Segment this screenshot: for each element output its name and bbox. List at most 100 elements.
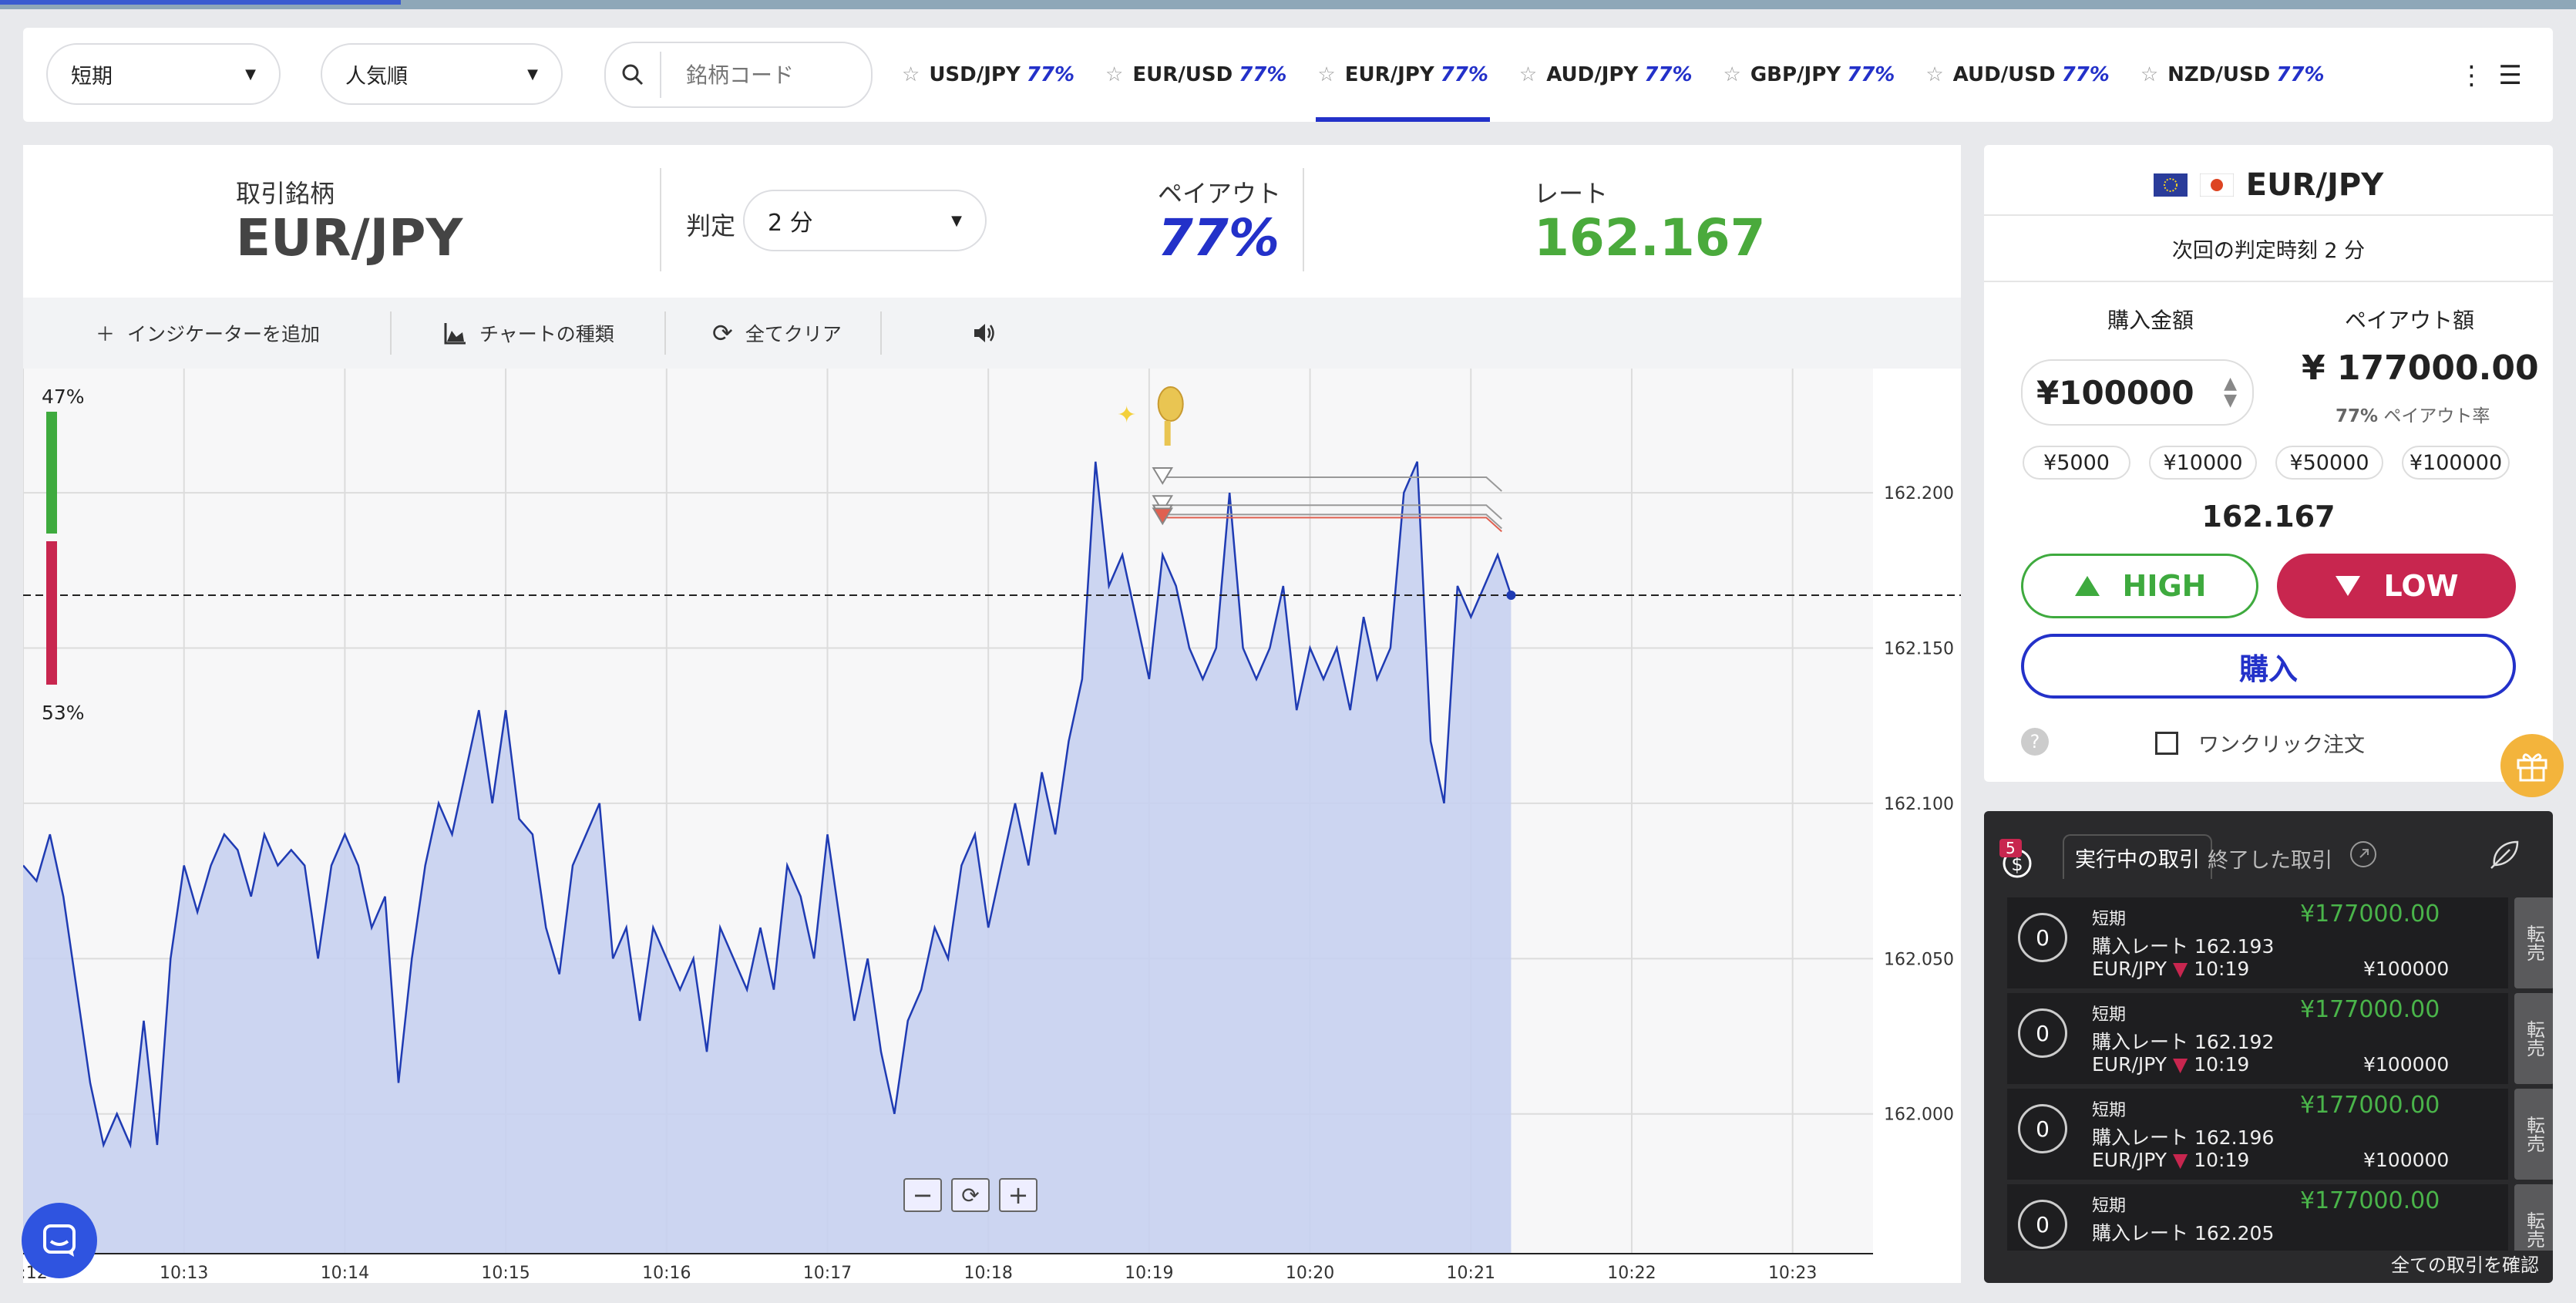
payout-amount-label: ペイアウト額	[2345, 308, 2475, 333]
resell-button[interactable]: 転売	[2514, 1089, 2553, 1180]
asset-tab-symbol: EUR/USD	[1132, 63, 1233, 86]
one-click-label: ワンクリック注文	[2198, 733, 2365, 757]
trade-rate-line: 購入レート 162.192	[2092, 1027, 2274, 1055]
chat-button[interactable]	[22, 1203, 97, 1278]
zoom-out-button[interactable]: −	[903, 1178, 942, 1212]
asset-tab-symbol: USD/JPY	[929, 63, 1021, 86]
term-select[interactable]: 短期 ▼	[46, 43, 281, 105]
asset-tab-usd-jpy[interactable]: ☆ USD/JPY 77%	[886, 28, 1090, 122]
menu-controls: ⋮ ☰	[2459, 60, 2522, 91]
search-icon	[606, 52, 661, 98]
asset-tab-gbp-jpy[interactable]: ☆ GBP/JPY 77%	[1708, 28, 1911, 122]
gift-icon	[2517, 753, 2547, 782]
one-click-order[interactable]: ワンクリック注文	[2155, 728, 2365, 758]
price-chart-svg[interactable]: 10:1210:1310:1410:1510:1610:1710:1810:19…	[0, 369, 1961, 1283]
trade-rate: 162.196	[2194, 1126, 2275, 1149]
more-vertical-icon[interactable]: ⋮	[2458, 60, 2485, 91]
trade-term: 短期	[2092, 1101, 2127, 1120]
next-judge-time: 次回の判定時刻 2 分	[2171, 238, 2366, 263]
judge-time-select[interactable]: 2 分 ▼	[743, 190, 987, 251]
chart-type-button[interactable]: チャートの種類	[444, 298, 614, 369]
trade-term: 短期	[2092, 910, 2127, 929]
resell-button[interactable]: 転売	[2514, 897, 2553, 988]
symbol-label: 取引銘柄	[236, 179, 335, 208]
asset-tab-eur-usd[interactable]: ☆ EUR/USD 77%	[1090, 28, 1302, 122]
tab-closed-trades[interactable]: 終了した取引	[2208, 849, 2332, 873]
trade-symbol-line: EUR/JPY ▼ 10:19	[2092, 1149, 2249, 1171]
resell-button[interactable]: 転売	[2514, 1184, 2553, 1251]
symbol-search[interactable]	[604, 42, 873, 108]
one-click-checkbox[interactable]	[2155, 731, 2178, 755]
gift-button[interactable]	[2500, 734, 2564, 797]
divider	[664, 311, 666, 355]
help-icon[interactable]: ?	[2021, 728, 2049, 756]
trade-marker-line	[1162, 517, 1502, 533]
triangle-down-icon	[2336, 576, 2361, 596]
external-link-icon[interactable]	[2349, 840, 2377, 871]
high-button[interactable]: HIGH	[2021, 554, 2258, 618]
quick-amount-5000[interactable]: ¥5000	[2023, 446, 2130, 480]
trade-row[interactable]: 0 短期 ¥177000.00 購入レート 162.192 EUR/JPY ▼ 10:1…	[2007, 993, 2508, 1084]
judge-time-value: 2 分	[768, 210, 813, 237]
star-icon[interactable]: ☆	[1925, 63, 1944, 86]
trade-row[interactable]: 0 短期 ¥177000.00 購入レート 162.193 EUR/JPY ▼ 10:1…	[2007, 897, 2508, 988]
zoom-reset-button[interactable]: ⟳	[951, 1178, 990, 1212]
asset-tab-aud-usd[interactable]: ☆ AUD/USD 77%	[1910, 28, 2124, 122]
trade-rate-line: 購入レート 162.193	[2092, 931, 2274, 959]
low-button[interactable]: LOW	[2277, 554, 2516, 618]
asset-tab-aud-jpy[interactable]: ☆ AUD/JPY 77%	[1504, 28, 1708, 122]
trade-count: 0	[2018, 913, 2067, 962]
jp-flag-icon	[2199, 173, 2234, 197]
star-icon[interactable]: ☆	[1317, 63, 1336, 86]
sound-toggle[interactable]	[973, 298, 996, 369]
trade-amount: ¥100000	[2363, 1053, 2450, 1076]
tab-active-trades[interactable]: 実行中の取引	[2063, 834, 2212, 879]
y-tick-label: 162.200	[1884, 484, 1954, 503]
star-icon[interactable]: ☆	[1723, 63, 1741, 86]
star-icon[interactable]: ☆	[902, 63, 920, 86]
zoom-in-button[interactable]: +	[999, 1178, 1037, 1212]
star-icon[interactable]: ☆	[2140, 63, 2159, 86]
quick-amount-50000[interactable]: ¥50000	[2275, 446, 2383, 480]
x-tick-label: 10:16	[642, 1264, 691, 1283]
hamburger-menu-icon[interactable]: ☰	[2498, 60, 2522, 91]
low-label: LOW	[2383, 569, 2459, 603]
divider	[1303, 168, 1304, 271]
amount-input[interactable]: ¥100000 ▲ ▼	[2021, 359, 2254, 426]
add-indicator-button[interactable]: ＋ インジケーターを追加	[96, 298, 320, 369]
amount-label: 購入金額	[2107, 308, 2194, 333]
speaker-icon	[974, 324, 994, 342]
price-chart[interactable]: 10:1210:1310:1410:1510:1610:1710:1810:19…	[0, 369, 1961, 1283]
clear-all-button[interactable]: ⟳ 全てクリア	[712, 298, 842, 369]
feather-icon[interactable]	[2487, 837, 2522, 876]
trade-rate-label: 購入レート	[2092, 1126, 2189, 1149]
sort-select[interactable]: 人気順 ▼	[321, 43, 563, 105]
trade-row[interactable]: 0 短期 ¥177000.00 購入レート 162.205	[2007, 1184, 2508, 1251]
svg-text:$: $	[2011, 854, 2023, 875]
payout-label: ペイアウト	[1158, 179, 1282, 208]
chevron-down-icon: ▼	[245, 66, 256, 82]
star-icon[interactable]: ☆	[1518, 63, 1538, 86]
trades-panel: $ 5 実行中の取引 終了した取引 0 短期 ¥177000.00 購入レート 162…	[1984, 811, 2553, 1283]
trade-row[interactable]: 0 短期 ¥177000.00 購入レート 162.196 EUR/JPY ▼ 10:1…	[2007, 1089, 2508, 1180]
search-input[interactable]	[684, 61, 857, 89]
amount-value: ¥100000	[2036, 373, 2194, 412]
asset-tab-nzd-usd[interactable]: ☆ NZD/USD 77%	[2125, 28, 2340, 122]
sparkle-icon: ✦	[1117, 402, 1136, 429]
amount-stepper[interactable]: ▲ ▼	[2224, 374, 2237, 410]
quick-amount-100000[interactable]: ¥100000	[2402, 446, 2510, 480]
view-all-trades-link[interactable]: 全ての取引を確認	[2391, 1254, 2539, 1276]
asset-tab-eur-jpy[interactable]: ☆ EUR/JPY 77%	[1302, 28, 1504, 122]
buy-button[interactable]: 購入	[2021, 634, 2516, 699]
order-panel: EUR/JPY 次回の判定時刻 2 分 購入金額 ペイアウト額 ¥100000 …	[1984, 145, 2553, 782]
asset-tab-symbol: GBP/JPY	[1750, 63, 1841, 86]
quick-amount-10000[interactable]: ¥10000	[2149, 446, 2257, 480]
sort-select-value: 人気順	[345, 64, 408, 89]
eu-flag-icon	[2153, 173, 2188, 197]
resell-button[interactable]: 転売	[2514, 993, 2553, 1084]
trade-time: 10:19	[2194, 958, 2250, 980]
trade-symbol-line: EUR/JPY ▼ 10:19	[2092, 1053, 2249, 1076]
trade-count: 0	[2018, 1200, 2067, 1249]
star-icon[interactable]: ☆	[1105, 63, 1124, 86]
order-symbol: EUR/JPY	[2245, 167, 2384, 203]
